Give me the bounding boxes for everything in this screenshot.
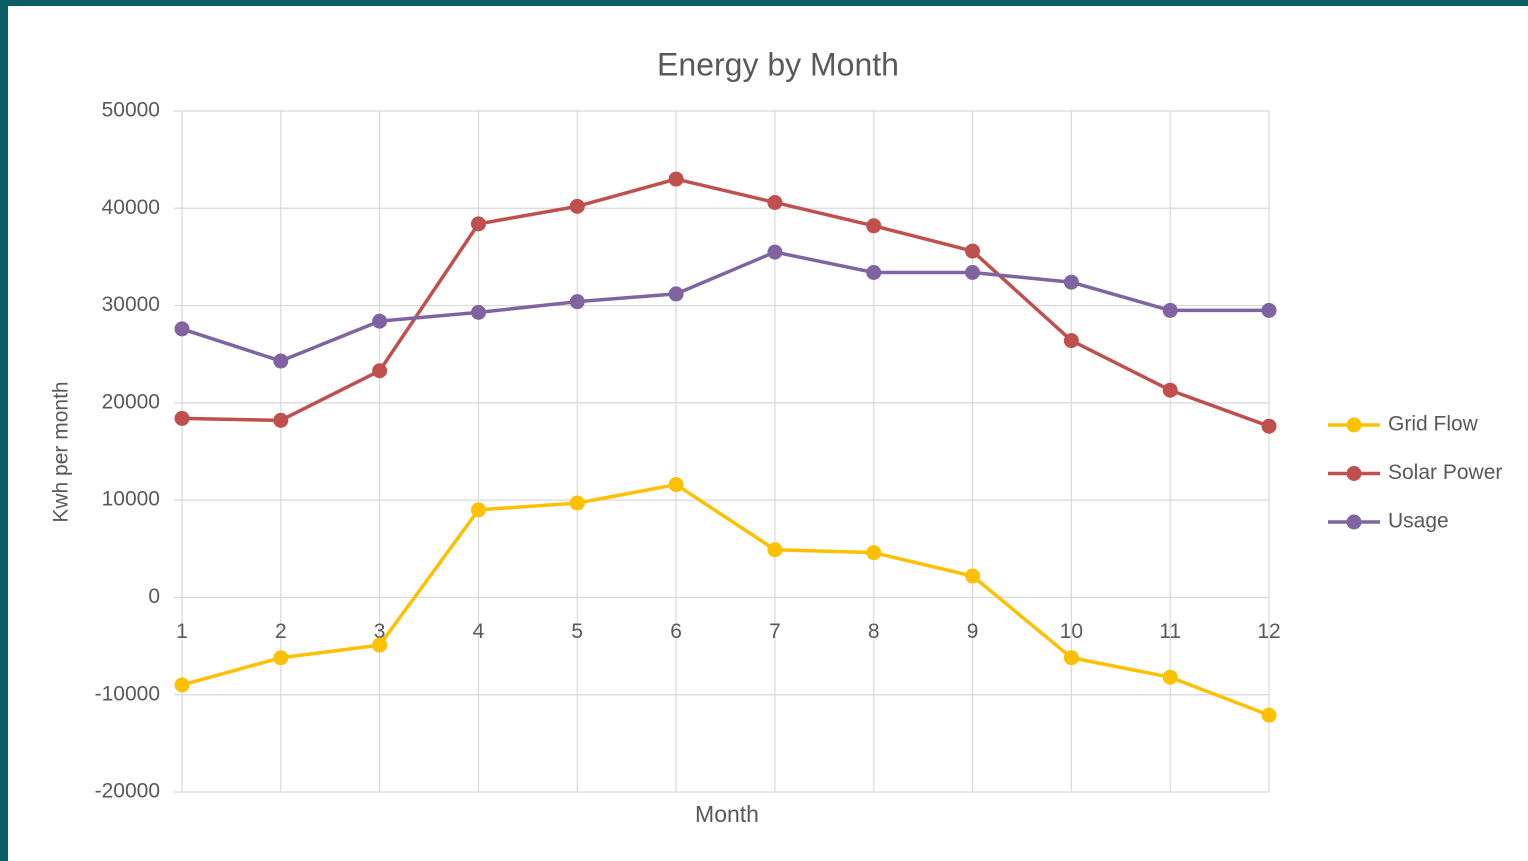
chart-background [8,6,1528,861]
x-tick-label: 4 [473,620,485,643]
data-point [866,264,882,280]
data-point [668,477,684,493]
y-tick-label: 0 [148,585,160,608]
y-tick-label: 50000 [102,99,160,122]
series-line [181,250,1269,363]
data-point [1261,707,1277,723]
data-point [767,542,783,558]
data-point [569,294,585,310]
series-line [181,177,1270,428]
data-point [372,637,388,653]
y-axis-label: Kwh per month [50,381,73,522]
data-point [1162,669,1178,685]
y-tick-label: 30000 [102,293,160,316]
data-point [866,545,882,561]
data-point [1162,302,1178,318]
y-tick-label: 10000 [102,488,160,511]
data-point [668,286,684,302]
legend-label: Grid Flow [1388,413,1479,436]
data-point [866,218,882,234]
legend-marker [1346,514,1362,530]
data-point [273,412,289,428]
legend-marker [1346,417,1362,433]
data-point [767,244,783,260]
data-point [174,677,190,693]
data-point [1261,418,1277,434]
x-tick-label: 12 [1257,620,1280,643]
data-point [273,650,289,666]
x-tick-label: 10 [1060,620,1083,643]
data-point [174,410,190,426]
x-tick-label: 2 [275,620,287,643]
data-point [965,243,981,259]
data-point [668,171,684,187]
data-point [1162,382,1178,398]
data-point [470,304,486,320]
data-point [767,194,783,210]
data-point [1063,333,1079,349]
x-axis-label: Month [695,801,759,827]
data-point [569,198,585,214]
x-tick-label: 3 [374,620,386,643]
data-point [372,363,388,379]
data-point [470,502,486,518]
data-point [569,495,585,511]
data-point [1261,302,1277,318]
x-tick-label: 1 [176,620,188,643]
x-tick-label: 11 [1159,620,1181,643]
x-tick-label: 9 [967,620,979,643]
legend-label: Usage [1388,510,1449,533]
data-point [965,568,981,584]
data-point [1063,650,1079,666]
legend-marker [1346,466,1362,481]
x-tick-label: 7 [769,620,781,643]
y-tick-label: 20000 [102,390,160,413]
y-tick-label: 40000 [102,196,160,219]
data-point [470,216,486,232]
series-line [181,482,1270,717]
chart-title: Energy by Month [657,46,899,82]
x-tick-label: 5 [571,620,583,643]
y-tick-label: -20000 [95,780,160,803]
data-point [965,264,981,280]
data-point [372,313,388,329]
x-tick-label: 6 [670,620,682,643]
legend-label: Solar Power [1388,461,1502,484]
y-tick-label: -10000 [95,682,160,705]
data-point [1063,274,1079,290]
data-point [174,321,190,337]
data-point [273,353,289,369]
x-tick-label: 8 [868,620,880,643]
